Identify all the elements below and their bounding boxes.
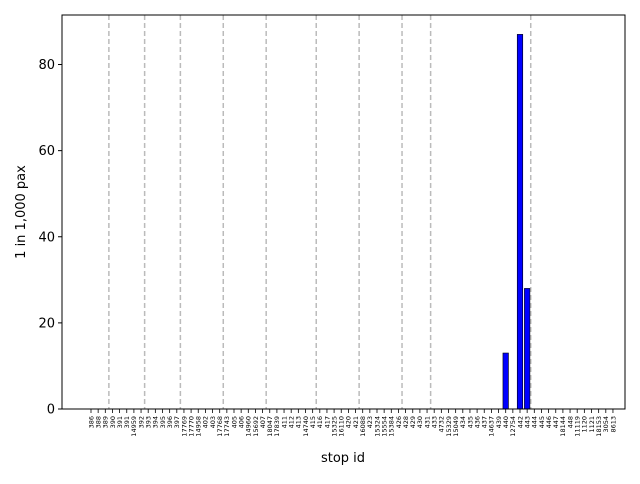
x-tick-label: 442 <box>516 416 524 428</box>
bar-442 <box>516 34 524 410</box>
x-tick-label: 12754 <box>509 416 517 437</box>
x-tick-label: 15329 <box>445 416 453 437</box>
x-tick-label: 390 <box>109 416 117 428</box>
x-tick-label: 439 <box>495 416 503 428</box>
x-tick-label: 17839 <box>273 416 281 437</box>
x-tick-label: 17770 <box>187 416 195 437</box>
x-tick-label: 11119 <box>574 416 582 437</box>
bar-440 <box>502 352 509 410</box>
x-tick-label: 15554 <box>380 416 388 437</box>
x-tick-label: 428 <box>402 416 410 428</box>
x-tick-label: 14960 <box>245 416 253 437</box>
plot-frame <box>61 14 626 410</box>
x-tick-label: 445 <box>538 416 546 428</box>
y-tick-label: 20 <box>38 316 55 331</box>
x-tick-label: 436 <box>473 416 481 428</box>
x-tick-label: 433 <box>431 416 439 428</box>
x-tick-label: 388 <box>94 416 102 428</box>
x-tick-label: 16110 <box>338 416 346 437</box>
x-tick-label: 403 <box>209 416 217 428</box>
x-tick-label: 18153 <box>595 416 603 437</box>
y-axis-ticks: 0 20 40 60 80 <box>38 58 62 418</box>
x-tick-label: 15325 <box>330 416 338 437</box>
x-tick-label: 416 <box>316 416 324 428</box>
y-tick-label: 40 <box>38 230 55 245</box>
x-tick-label: 444 <box>531 416 539 428</box>
x-tick-label: 15692 <box>252 416 260 437</box>
x-tick-label: 14959 <box>130 416 138 437</box>
x-tick-label: 447 <box>552 416 560 428</box>
x-tick-label: 4732 <box>438 416 446 433</box>
x-tick-label: 440 <box>502 416 510 428</box>
x-tick-label: 392 <box>137 416 145 428</box>
divider-lines <box>108 15 532 409</box>
x-tick-label: 397 <box>173 416 181 428</box>
x-tick-label: 437 <box>481 416 489 428</box>
x-tick-label: 430 <box>416 416 424 428</box>
x-tick-label: 395 <box>159 416 167 428</box>
x-tick-label: 407 <box>259 416 267 428</box>
x-tick-label: 446 <box>545 416 553 428</box>
x-tick-label: 18144 <box>559 416 567 437</box>
x-tick-label: 402 <box>202 416 210 428</box>
x-tick-label: 413 <box>295 416 303 428</box>
y-tick-label: 80 <box>38 58 55 73</box>
x-tick-label: 411 <box>280 416 288 428</box>
x-axis-ticks: 386 388 389 390 391 391 14959 392 393 394 395 396 39… <box>87 409 617 437</box>
x-tick-label: 431 <box>423 416 431 428</box>
x-tick-label: 406 <box>237 416 245 428</box>
x-tick-label: 417 <box>323 416 331 428</box>
x-tick-label: 394 <box>152 416 160 428</box>
y-tick-label: 60 <box>38 144 55 159</box>
x-tick-label: 3054 <box>602 416 610 433</box>
x-tick-label: 8613 <box>609 416 617 433</box>
x-axis-label: stop id <box>321 451 365 466</box>
x-tick-label: 391 <box>123 416 131 428</box>
x-tick-label: 423 <box>366 416 374 428</box>
x-tick-label: 443 <box>523 416 531 428</box>
x-tick-label: 412 <box>288 416 296 428</box>
y-tick-label: 0 <box>47 403 55 418</box>
x-tick-label: 14958 <box>195 416 203 437</box>
x-tick-label: 426 <box>395 416 403 428</box>
x-tick-label: 448 <box>566 416 574 428</box>
x-tick-label: 14637 <box>488 416 496 437</box>
x-tick-label: 14740 <box>302 416 310 437</box>
x-tick-label: 405 <box>230 416 238 428</box>
x-tick-label: 1120 <box>581 416 589 433</box>
x-tick-label: 386 <box>87 416 95 428</box>
x-tick-label: 17769 <box>180 416 188 437</box>
y-axis-label: 1 in 1,000 pax <box>14 165 29 259</box>
x-tick-label: 15324 <box>373 416 381 437</box>
x-tick-label: 18047 <box>266 416 274 437</box>
x-tick-label: 429 <box>409 416 417 428</box>
x-tick-label: 434 <box>459 416 467 428</box>
x-tick-label: 17768 <box>216 416 224 437</box>
x-tick-label: 17743 <box>223 416 231 437</box>
x-tick-label: 393 <box>145 416 153 428</box>
x-tick-label: 16088 <box>359 416 367 437</box>
x-tick-label: 15049 <box>452 416 460 437</box>
x-tick-label: 389 <box>102 416 110 428</box>
x-tick-label: 420 <box>345 416 353 428</box>
x-tick-label: 15384 <box>388 416 396 437</box>
x-tick-label: 1121 <box>588 416 596 433</box>
x-tick-label: 421 <box>352 416 360 428</box>
bar-443 <box>524 288 531 410</box>
x-tick-label: 396 <box>166 416 174 428</box>
x-tick-label: 435 <box>466 416 474 428</box>
x-tick-label: 415 <box>309 416 317 428</box>
x-tick-label: 391 <box>116 416 124 428</box>
